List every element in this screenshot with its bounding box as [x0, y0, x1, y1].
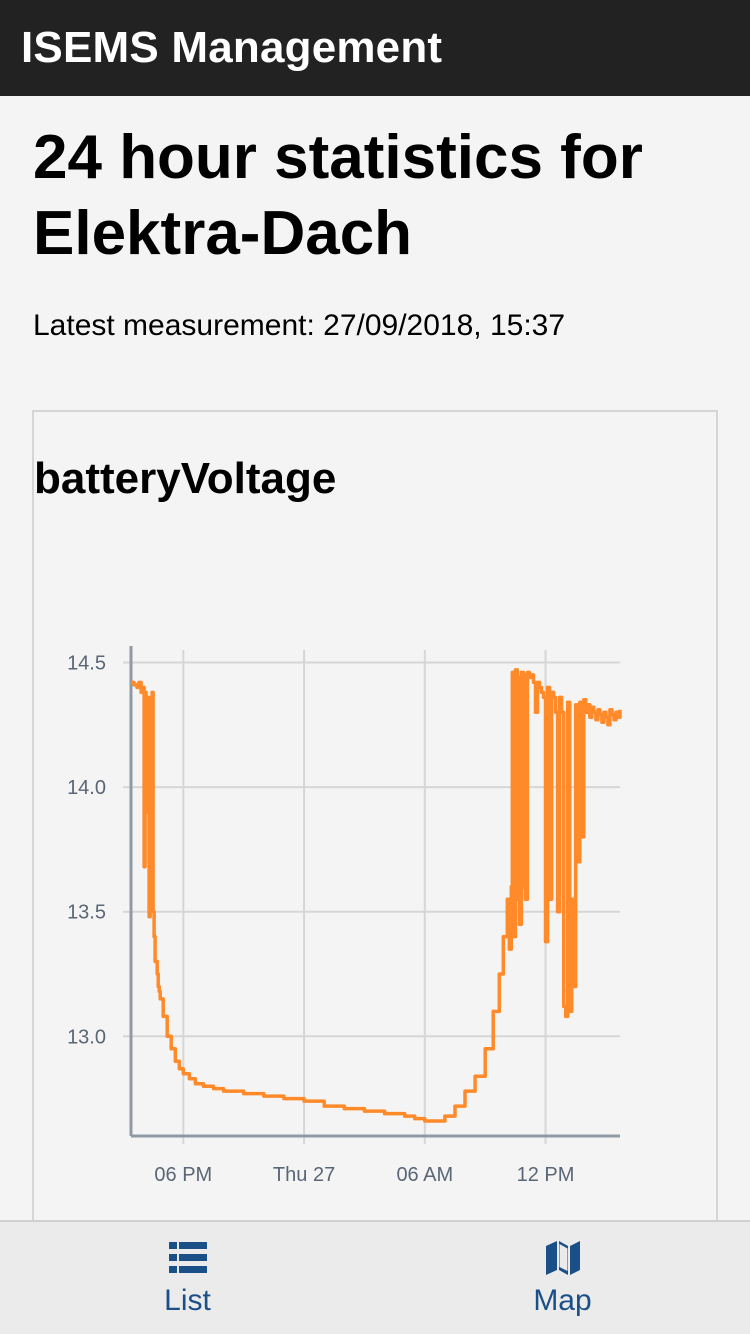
y-tick-label: 13.5	[67, 902, 106, 924]
app-title: ISEMS Management	[21, 23, 443, 72]
y-tick-label: 13.0	[67, 1026, 106, 1048]
app-header: ISEMS Management	[0, 0, 750, 96]
latest-measurement: Latest measurement: 27/09/2018, 15:37	[33, 309, 566, 342]
tab-list[interactable]: List	[0, 1222, 375, 1334]
tab-bar: List Map	[0, 1220, 750, 1334]
tab-list-label: List	[164, 1284, 211, 1317]
tab-map-label: Map	[533, 1284, 592, 1317]
y-tick-label: 14.5	[67, 652, 106, 674]
chart-axes	[129, 646, 620, 1138]
x-tick-label: 06 AM	[396, 1164, 453, 1186]
chart-tick-labels: 13.0 13.5 14.0 14.5 06 PM Thu 27 06 AM 12 PM	[67, 652, 574, 1186]
battery-voltage-line	[131, 668, 622, 1123]
page-title: 24 hour statistics for Elektra-Dach	[33, 123, 643, 268]
tab-map[interactable]: Map	[375, 1222, 750, 1334]
list-icon	[168, 1242, 207, 1273]
chart-title: batteryVoltage	[34, 454, 337, 503]
x-tick-label: 12 PM	[517, 1164, 575, 1186]
battery-voltage-chart: 13.0 13.5 14.0 14.5 06 PM Thu 27 06 AM 12 PM	[67, 646, 622, 1186]
y-tick-label: 14.0	[67, 777, 106, 799]
x-tick-label: 06 PM	[154, 1164, 212, 1186]
x-tick-label: Thu 27	[273, 1164, 335, 1186]
map-icon	[545, 1241, 580, 1275]
chart-series	[131, 668, 622, 1123]
